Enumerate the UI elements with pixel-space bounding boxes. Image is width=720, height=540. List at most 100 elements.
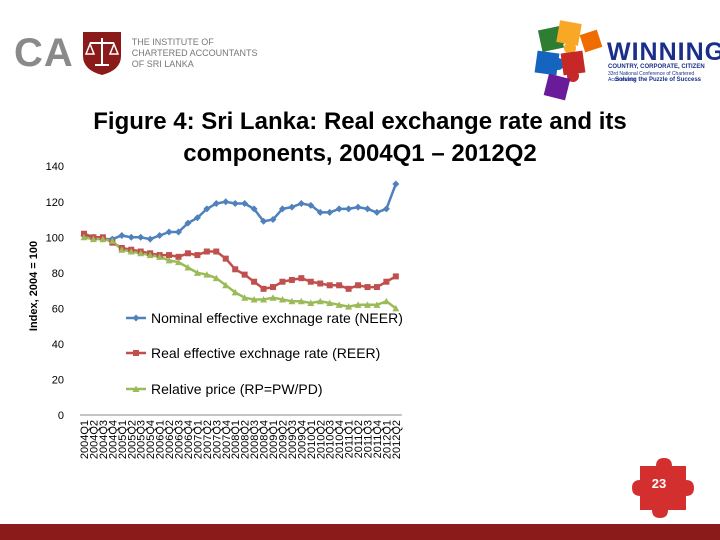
neer-point bbox=[175, 228, 182, 236]
rp-point bbox=[316, 297, 324, 305]
rp-point bbox=[89, 235, 97, 243]
x-tick-label: 2004Q1 bbox=[79, 420, 91, 459]
neer-point bbox=[260, 217, 268, 225]
neer-point bbox=[165, 228, 173, 236]
reer-point bbox=[279, 278, 286, 285]
neer-point bbox=[269, 216, 277, 224]
neer-point bbox=[250, 205, 258, 213]
neer-point bbox=[307, 201, 315, 209]
neer-point bbox=[241, 200, 249, 208]
reer-point bbox=[270, 284, 276, 291]
x-tick-label: 2005Q2 bbox=[126, 420, 138, 459]
reer-point bbox=[307, 278, 314, 285]
ca-line-3: OF SRI LANKA bbox=[131, 58, 194, 69]
ca-institute-name: THE INSTITUTE OF CHARTERED ACCOUNTANTS O… bbox=[132, 37, 258, 70]
series-line-2 bbox=[83, 232, 397, 291]
x-tick-label: 2009Q1 bbox=[268, 420, 280, 459]
neer-point bbox=[127, 233, 135, 241]
reer-point bbox=[184, 250, 191, 257]
x-tick-label: 2010Q3 bbox=[325, 420, 337, 459]
winning-tagline: Solving the Puzzle of Success bbox=[615, 77, 702, 83]
y-tick-label: 140 bbox=[46, 161, 64, 173]
ca-line-1: THE INSTITUTE OF bbox=[131, 36, 214, 47]
series-lines bbox=[83, 183, 397, 310]
x-tick-label: 2007Q4 bbox=[221, 420, 233, 459]
rp-point bbox=[212, 274, 220, 282]
reer-point bbox=[81, 230, 87, 237]
neer-point bbox=[335, 205, 343, 213]
rp-point bbox=[373, 301, 381, 308]
x-tick-label: 2008Q3 bbox=[249, 420, 261, 459]
neer-point bbox=[193, 214, 201, 222]
reer-point bbox=[222, 255, 229, 262]
rp-point bbox=[392, 304, 400, 312]
rp-point bbox=[156, 253, 164, 260]
ca-line-2: CHARTERED ACCOUNTANTS bbox=[131, 47, 258, 58]
rp-point bbox=[146, 251, 154, 259]
x-tick-label: 2011Q1 bbox=[344, 420, 356, 458]
rp-point bbox=[137, 249, 145, 257]
reer-point bbox=[213, 248, 220, 255]
y-tick-label: 120 bbox=[46, 197, 64, 209]
x-tick-label: 2009Q4 bbox=[296, 420, 308, 459]
neer-point bbox=[146, 235, 154, 243]
legend-label: Nominal effective exchnage rate (NEER) bbox=[151, 310, 403, 326]
reer-point bbox=[345, 285, 352, 292]
y-tick-label: 40 bbox=[52, 339, 64, 351]
y-tick-label: 20 bbox=[52, 374, 64, 386]
winning-title: WINNING bbox=[607, 38, 720, 66]
reer-point bbox=[288, 276, 295, 283]
x-tick-label: 2004Q4 bbox=[107, 420, 119, 459]
winning-conference: 33rd National Conference of Chartered Ac… bbox=[608, 71, 695, 83]
rp-point bbox=[345, 303, 353, 310]
neer-point bbox=[382, 205, 390, 213]
reer-point bbox=[317, 280, 324, 287]
reer-point bbox=[194, 252, 201, 259]
x-tick-label: 2011Q4 bbox=[372, 420, 384, 458]
neer-point bbox=[156, 232, 164, 240]
rp-point bbox=[269, 294, 277, 301]
legend-marker-triangle bbox=[132, 385, 140, 392]
rp-point bbox=[175, 258, 182, 266]
neer-point bbox=[326, 208, 334, 216]
series-line-1 bbox=[83, 183, 397, 241]
rp-point bbox=[335, 301, 343, 308]
ca-logo-text: CA bbox=[14, 31, 74, 75]
reer-point bbox=[175, 253, 182, 260]
scales-shield-icon bbox=[82, 32, 121, 75]
footer-bar bbox=[0, 524, 720, 540]
neer-point bbox=[222, 198, 230, 206]
rp-point bbox=[193, 269, 201, 276]
x-tick-labels: 2004Q12004Q22004Q32004Q42005Q12005Q22005… bbox=[79, 420, 403, 459]
page-number: 23 bbox=[651, 476, 667, 491]
rp-point bbox=[165, 256, 173, 264]
reer-point bbox=[336, 282, 343, 289]
neer-point bbox=[373, 208, 381, 216]
rp-point bbox=[307, 299, 315, 307]
series-markers bbox=[80, 180, 400, 312]
rp-point bbox=[184, 264, 192, 271]
legend-label: Real effective exchnage rate (REER) bbox=[151, 345, 380, 361]
rp-point bbox=[382, 297, 390, 305]
rp-point bbox=[231, 288, 239, 296]
x-tick-label: 2008Q4 bbox=[259, 420, 271, 459]
rp-point bbox=[241, 294, 249, 301]
rp-point bbox=[222, 281, 230, 289]
neer-point bbox=[231, 200, 239, 208]
neer-point bbox=[316, 208, 324, 216]
rp-point bbox=[127, 248, 135, 255]
x-tick-label: 2006Q3 bbox=[174, 420, 186, 459]
reer-point bbox=[364, 284, 371, 291]
rp-point bbox=[297, 297, 305, 305]
neer-point bbox=[184, 219, 192, 227]
winning-subtitle: COUNTRY, CORPORATE, CITIZEN bbox=[608, 64, 705, 70]
legend-marker-square bbox=[133, 350, 139, 356]
rp-point bbox=[99, 235, 107, 243]
neer-point bbox=[288, 203, 296, 211]
neer-point bbox=[278, 205, 286, 213]
x-tick-label: 2010Q1 bbox=[306, 420, 318, 459]
y-tick-label: 60 bbox=[52, 303, 64, 315]
neer-point bbox=[364, 205, 371, 213]
neer-point bbox=[137, 233, 145, 241]
